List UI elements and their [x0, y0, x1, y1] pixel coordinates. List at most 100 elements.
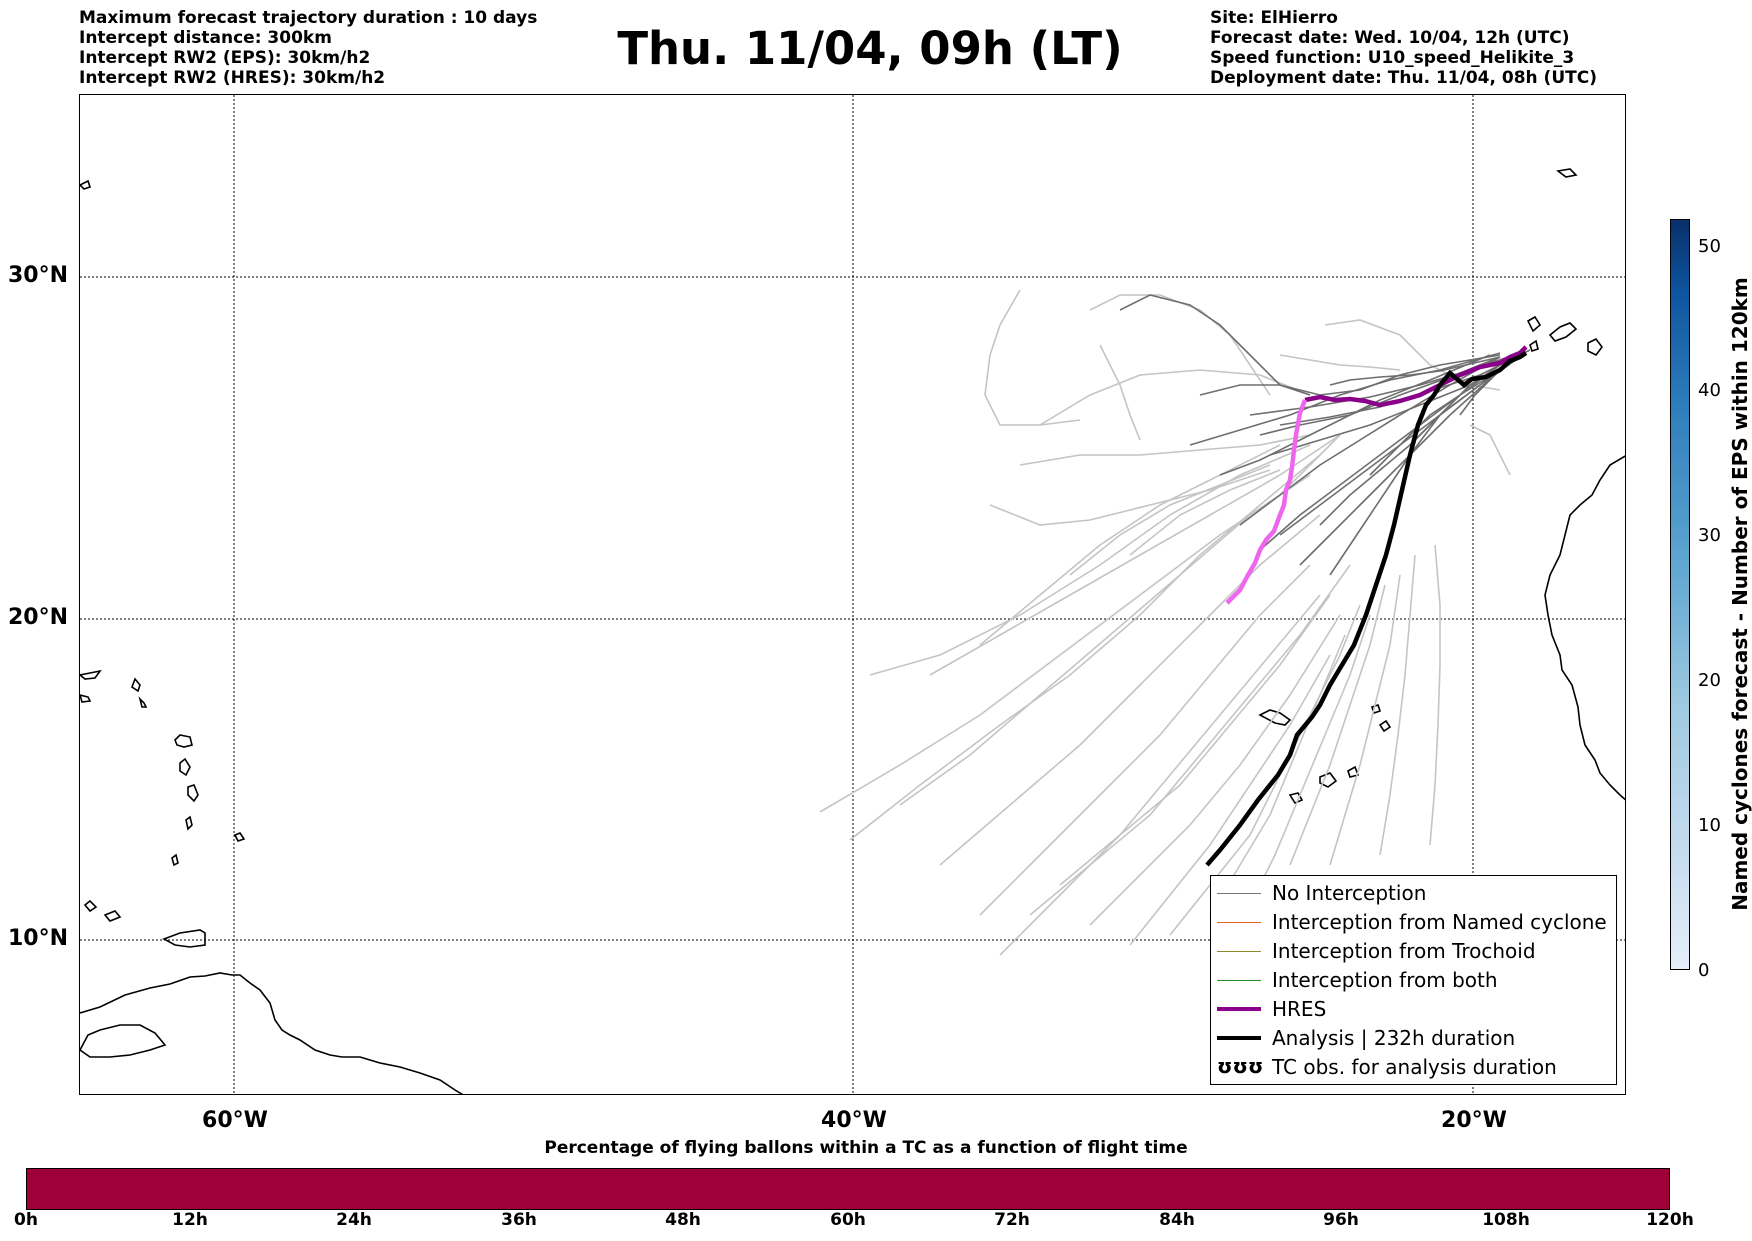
trajectory-light	[1089, 614, 1341, 926]
hres-trajectory	[1304, 345, 1528, 408]
legend-item-both: Interception from both	[1211, 966, 1616, 994]
colorbar-bottom-tick: 48h	[665, 1210, 701, 1230]
trajectory-dark	[1299, 369, 1501, 566]
coast-island	[138, 696, 148, 708]
legend-item-hres: HRES	[1211, 995, 1616, 1023]
colorbar-bottom-tick: 60h	[830, 1210, 866, 1230]
coast-island	[80, 669, 102, 680]
trajectory-light	[819, 434, 1341, 813]
trajectory-light	[1329, 574, 1401, 866]
lon-label-60w: 60°W	[202, 1108, 268, 1133]
colorbar-tick: 0	[1698, 960, 1710, 981]
trajectory-light	[1209, 634, 1346, 916]
coast-island	[174, 734, 193, 748]
legend-swatch	[1217, 980, 1261, 981]
coast-cape-verde	[1347, 765, 1360, 778]
coast-island	[187, 784, 199, 803]
colorbar-tick: 40	[1698, 380, 1721, 401]
colorbar-named-cyclones	[1670, 219, 1690, 970]
trajectory-light	[1019, 434, 1311, 466]
trajectory-light	[1129, 654, 1331, 946]
trajectory-dark	[1269, 356, 1521, 456]
legend-label: TC obs. for analysis duration	[1272, 1055, 1557, 1079]
trajectory-light	[1059, 594, 1331, 886]
coast-cape-verde	[1319, 772, 1338, 788]
colorbar-tick: 20	[1698, 670, 1721, 691]
trajectory-light	[989, 469, 1271, 526]
trajectory-light	[899, 474, 1311, 806]
coast-island	[103, 910, 122, 922]
coast-canary	[1529, 339, 1539, 353]
trajectory-light	[929, 434, 1341, 676]
legend-item-tc-obs: ʊʊʊ TC obs. for analysis duration	[1211, 1053, 1616, 1081]
coast-island	[179, 757, 191, 777]
trajectory-light	[1289, 584, 1386, 866]
legend-label: Analysis | 232h duration	[1272, 1026, 1516, 1050]
header-left-line: Maximum forecast trajectory duration : 1…	[79, 8, 538, 28]
colorbar-bottom-tick: 72h	[994, 1210, 1030, 1230]
colorbar-bottom-tick: 0h	[14, 1210, 38, 1230]
colorbar-bottom-tick: 24h	[336, 1210, 372, 1230]
coast-island	[80, 179, 92, 190]
trajectory-light	[1029, 564, 1351, 916]
colorbar-label: Named cyclones forecast - Number of EPS …	[1728, 277, 1752, 911]
trajectory-light	[1249, 614, 1371, 906]
coast-island	[185, 815, 193, 831]
lat-label-20n: 20°N	[8, 605, 69, 630]
header-info-right: Site: ElHierro Forecast date: Wed. 10/04…	[1210, 8, 1597, 88]
trajectory-light	[999, 594, 1321, 956]
colorbar-bottom-tick: 120h	[1646, 1210, 1694, 1230]
legend-swatch	[1217, 922, 1261, 923]
legend-label: Interception from both	[1272, 968, 1498, 992]
trajectory-light	[1469, 424, 1511, 476]
header-right-line: Speed function: U10_speed_Helikite_3	[1210, 48, 1575, 68]
coast-island	[131, 677, 141, 693]
page-title: Thu. 11/04, 09h (LT)	[617, 22, 1123, 75]
lon-label-20w: 20°W	[1441, 1108, 1507, 1133]
trajectory-dark	[1189, 352, 1501, 446]
analysis-trajectory	[1205, 351, 1528, 867]
hres-trajectory-early	[1225, 399, 1308, 605]
coast-venezuela-nw	[80, 1024, 167, 1058]
map-canvas	[80, 95, 1625, 1094]
legend-label: Interception from Trochoid	[1272, 939, 1536, 963]
colorbar-bottom-tick: 36h	[501, 1210, 537, 1230]
tc-symbol-icon: ʊʊʊ	[1217, 1054, 1264, 1078]
colorbar-flight-time	[26, 1168, 1670, 1210]
legend-swatch	[1217, 893, 1261, 894]
coast-cape-verde	[1288, 792, 1304, 805]
legend-item-trochoid: Interception from Trochoid	[1211, 937, 1616, 965]
trajectory-light	[984, 289, 1081, 426]
legend-swatch	[1217, 951, 1261, 952]
header-left-line: Intercept RW2 (EPS): 30km/h2	[79, 48, 371, 68]
colorbar-tick: 50	[1698, 236, 1721, 257]
header-left-line: Intercept RW2 (HRES): 30km/h2	[79, 68, 386, 88]
legend-swatch	[1217, 1007, 1261, 1011]
trajectory-light	[869, 444, 1311, 676]
coast-island	[171, 853, 179, 867]
legend-item-analysis: Analysis | 232h duration	[1211, 1024, 1616, 1052]
coast-africa	[1544, 455, 1625, 801]
trajectory-light	[1129, 469, 1281, 556]
lat-label-30n: 30°N	[8, 263, 69, 288]
trajectory-dark	[1329, 356, 1501, 386]
legend-item-no-interception: No Interception	[1211, 879, 1616, 907]
ensemble-trajectories-dark	[1119, 294, 1531, 576]
legend-label: No Interception	[1272, 881, 1427, 905]
trajectory-light	[1069, 464, 1271, 576]
header-right-line: Forecast date: Wed. 10/04, 12h (UTC)	[1210, 28, 1570, 48]
legend-swatch	[1217, 1036, 1261, 1040]
trajectory-light	[1379, 554, 1416, 856]
coast-island	[80, 694, 92, 703]
colorbar-bottom-title: Percentage of flying ballons within a TC…	[544, 1138, 1188, 1158]
coast-canary	[1526, 315, 1542, 333]
trajectory-light	[1089, 294, 1271, 396]
legend-item-named-cyclone: Interception from Named cyclone	[1211, 908, 1616, 936]
trajectory-light	[979, 564, 1311, 916]
legend-label: Interception from Named cyclone	[1272, 910, 1607, 934]
colorbar-tick: 10	[1698, 815, 1721, 836]
trajectory-dark	[1219, 354, 1491, 476]
colorbar-bottom-tick: 108h	[1482, 1210, 1530, 1230]
legend-label: HRES	[1272, 997, 1327, 1021]
trajectory-light	[979, 444, 1281, 646]
